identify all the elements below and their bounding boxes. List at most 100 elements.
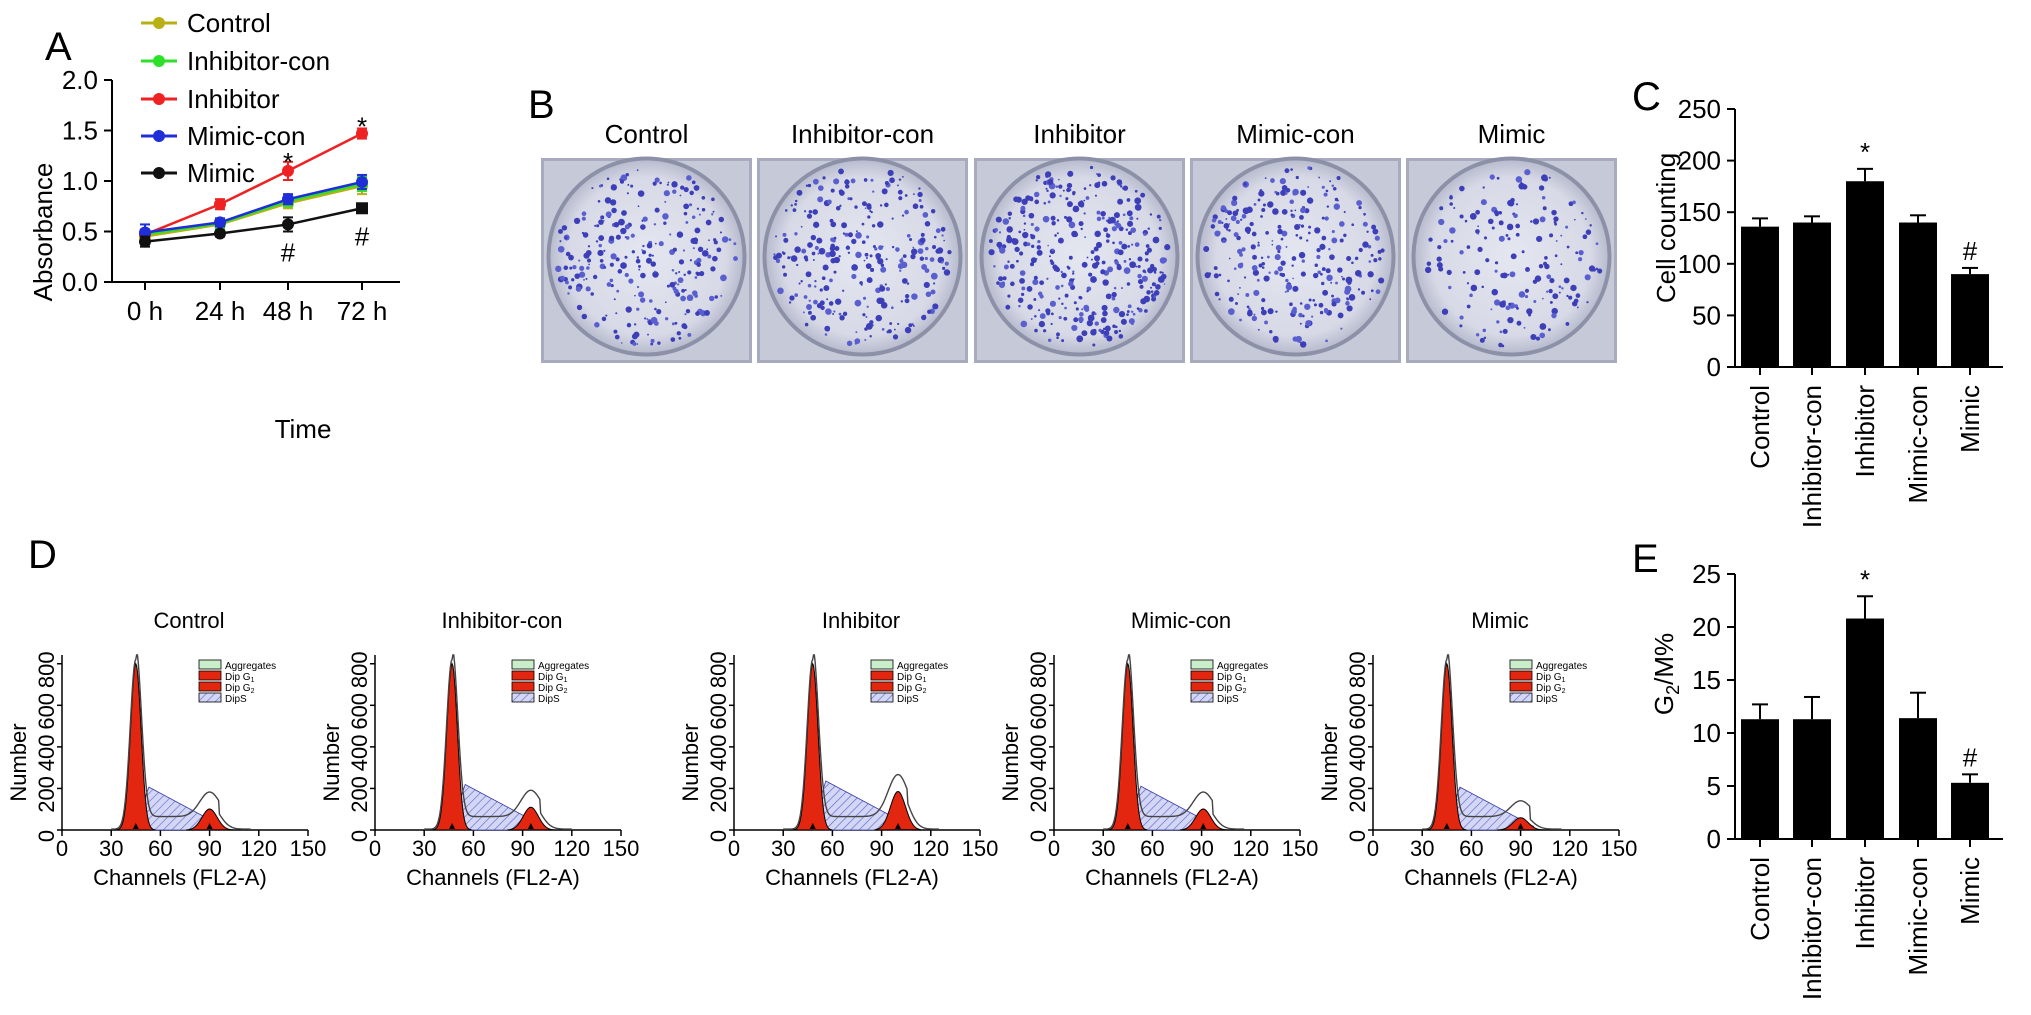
colony (833, 236, 837, 240)
colony (892, 334, 899, 340)
colony (1117, 198, 1124, 205)
colony (1161, 271, 1164, 274)
bar-inhibitor-con (1793, 222, 1831, 367)
dish-plate (766, 160, 959, 353)
data-point (214, 227, 226, 240)
colony (697, 261, 700, 265)
colony (869, 320, 874, 325)
colony (1147, 227, 1150, 230)
colony (932, 282, 936, 285)
colony (605, 314, 608, 317)
colony (1132, 312, 1136, 316)
colony (1300, 224, 1305, 228)
colony (944, 261, 949, 266)
colony (583, 279, 585, 281)
colony (1241, 247, 1246, 252)
colony (578, 259, 581, 262)
colony (609, 278, 614, 283)
colony (781, 265, 786, 269)
colony (1524, 169, 1531, 176)
cytometry-title: Inhibitor (822, 608, 900, 633)
significance-mark: # (1963, 236, 1978, 266)
y-axis-title: Number (998, 723, 1023, 801)
colony (676, 331, 681, 336)
colony (1291, 256, 1297, 261)
colony (794, 232, 798, 236)
x-tick-label: 90 (1508, 836, 1532, 861)
x-tick-label: 120 (240, 836, 277, 861)
colony (1102, 327, 1106, 331)
significance-mark: # (1963, 742, 1978, 772)
g2-peak (186, 808, 233, 831)
colony (803, 255, 808, 260)
colony (1271, 240, 1274, 242)
legend-swatch (511, 659, 535, 670)
x-tick-label: 60 (820, 836, 844, 861)
colony (1439, 206, 1444, 211)
colony (862, 313, 866, 317)
colony (917, 248, 924, 254)
colony (1362, 241, 1369, 248)
colony (847, 251, 851, 254)
colony (918, 198, 922, 203)
cytometry-plot-inhibitor: Inhibitor 0 30 60 90 120 150 0 200 400 600 800 Numbe… (678, 608, 998, 890)
colony (1061, 339, 1065, 343)
colony (1064, 293, 1069, 298)
colony (904, 294, 910, 299)
colony (810, 314, 817, 321)
colony (812, 259, 815, 261)
colony (1258, 190, 1265, 197)
colony (1573, 298, 1579, 304)
significance-mark: * (1860, 137, 1870, 167)
colony (1230, 215, 1237, 222)
colony (796, 263, 799, 267)
colony (1056, 332, 1060, 337)
y-tick-label: 200 (1026, 776, 1051, 813)
colony (689, 259, 693, 262)
colony (1121, 287, 1123, 289)
y-tick-label: 0 (706, 830, 731, 842)
colony (901, 257, 903, 260)
colony (646, 242, 653, 249)
colony (1065, 197, 1069, 201)
colony (890, 306, 894, 310)
colony (1134, 242, 1140, 247)
colony (588, 263, 590, 266)
y-tick-label-e: 25 (1692, 559, 1721, 589)
colony (908, 323, 913, 328)
colony (609, 199, 617, 206)
y-axis-title-a: Absorbance (28, 163, 58, 302)
colony (654, 207, 660, 213)
colony (696, 257, 702, 263)
g1-peak (115, 662, 156, 831)
colony (841, 222, 848, 229)
colony (1164, 244, 1171, 251)
colony-dish-mimic-con (1190, 156, 1401, 363)
colony (636, 285, 640, 289)
colony (1304, 303, 1311, 310)
colony (1150, 290, 1154, 293)
legend-label: Mimic-con (187, 121, 305, 151)
colony (1237, 248, 1243, 254)
colony (574, 273, 581, 279)
colony (866, 305, 869, 308)
colony (572, 265, 577, 270)
colony (1498, 211, 1503, 215)
colony (1134, 203, 1142, 211)
colony (1356, 200, 1363, 206)
colony (1113, 329, 1119, 335)
colony (1213, 266, 1218, 271)
colony (846, 340, 853, 347)
colony (1239, 287, 1241, 289)
colony (1595, 267, 1599, 271)
colony (695, 311, 700, 316)
colony (1321, 185, 1325, 189)
x-tick-label: 150 (290, 836, 327, 861)
colony (1576, 306, 1579, 309)
x-tick-label-e: Mimic-con (1903, 857, 1933, 975)
colony (825, 308, 832, 315)
colony (598, 184, 602, 188)
colony (613, 298, 616, 301)
colony (684, 288, 687, 292)
colony-dish-inhibitor (974, 156, 1185, 363)
